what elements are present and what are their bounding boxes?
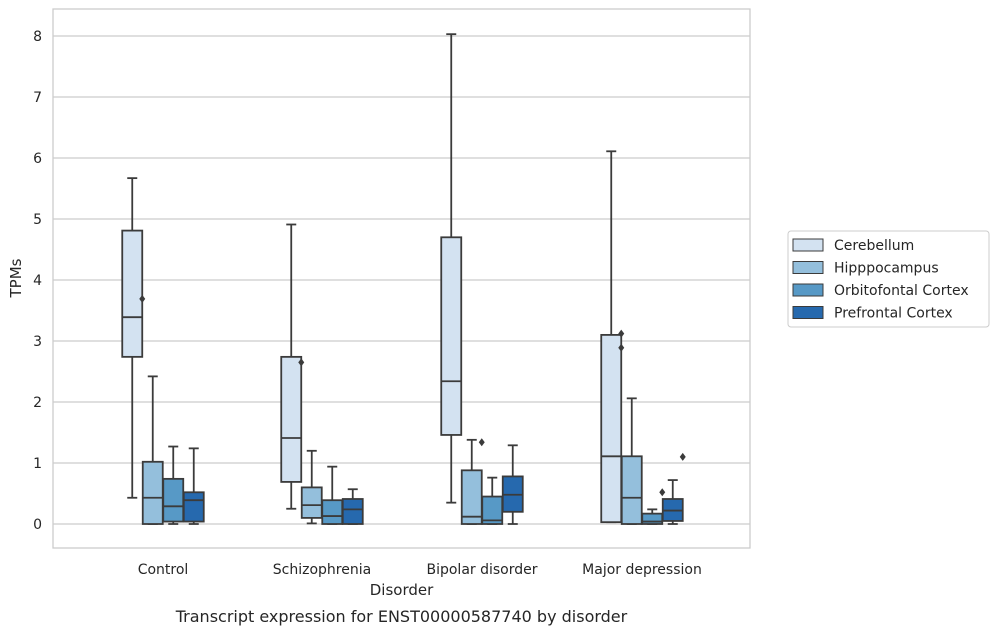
box-prefrontal-cortex: [661, 452, 686, 525]
box-cerebellum: [121, 177, 146, 499]
x-tick-label: Schizophrenia: [273, 562, 371, 578]
box-cerebellum: [280, 223, 305, 510]
box-prefrontal-cortex: [341, 488, 364, 525]
y-tick-label: 4: [33, 273, 42, 289]
legend-swatch: [792, 238, 824, 252]
legend-label: Hipppocampus: [834, 261, 939, 277]
legend-swatch: [792, 261, 824, 274]
outlier-point: [478, 438, 485, 447]
chart-caption: Transcript expression for ENST0000058774…: [175, 607, 628, 626]
box-body: [321, 499, 344, 525]
box-hipppocampus: [141, 375, 164, 525]
outlier-point: [618, 329, 625, 338]
box-hipppocampus: [460, 438, 485, 525]
box-body: [121, 229, 144, 358]
legend-label: Orbitofontal Cortex: [834, 283, 969, 299]
x-axis-ticks: Control Schizophrenia Bipolar disorder Majo…: [138, 562, 702, 578]
x-tick-label: Bipolar disorder: [426, 562, 537, 578]
y-axis-label: TPMs: [7, 258, 25, 298]
box-hipppocampus: [620, 397, 643, 525]
box-hipppocampus: [300, 449, 323, 525]
box-cerebellum: [440, 33, 463, 504]
box-body: [141, 460, 164, 525]
box-body: [341, 498, 364, 525]
legend-swatch: [792, 306, 824, 319]
box-plots: [121, 33, 686, 525]
box-cerebellum: [600, 150, 625, 524]
box-prefrontal-cortex: [501, 444, 524, 525]
box-body: [440, 236, 463, 436]
outlier-point: [298, 358, 305, 367]
y-tick-label: 1: [33, 456, 42, 472]
outlier-point: [679, 452, 686, 461]
x-tick-label: Major depression: [582, 562, 702, 578]
legend-label: Prefrontal Cortex: [834, 306, 953, 322]
y-tick-label: 2: [33, 395, 42, 411]
box-body: [162, 477, 185, 523]
legend-swatch: [792, 283, 824, 297]
y-tick-label: 3: [33, 334, 42, 350]
y-axis-ticks: 0 1 2 3 4 5 6 7 8: [33, 29, 42, 533]
y-tick-label: 5: [33, 212, 42, 228]
outlier-point: [659, 488, 666, 497]
box-prefrontal-cortex: [182, 447, 205, 525]
box-body: [280, 355, 303, 483]
legend-frame: [787, 230, 990, 328]
box-body: [182, 491, 205, 523]
x-tick-label: Control: [138, 562, 189, 578]
box-body: [600, 333, 623, 524]
box-body: [300, 486, 323, 519]
outlier-point: [139, 294, 146, 303]
y-tick-label: 0: [33, 517, 42, 533]
y-tick-label: 8: [33, 29, 42, 45]
x-axis-label: Disorder: [370, 581, 434, 599]
legend: Cerebellum Hipppocampus Orbitofontal Corte…: [787, 230, 990, 328]
box-body: [620, 455, 643, 525]
outlier-point: [618, 343, 625, 352]
y-tick-label: 7: [33, 90, 42, 106]
y-tick-label: 6: [33, 151, 42, 167]
plot-frame: [52, 8, 751, 549]
legend-label: Cerebellum: [834, 238, 914, 254]
